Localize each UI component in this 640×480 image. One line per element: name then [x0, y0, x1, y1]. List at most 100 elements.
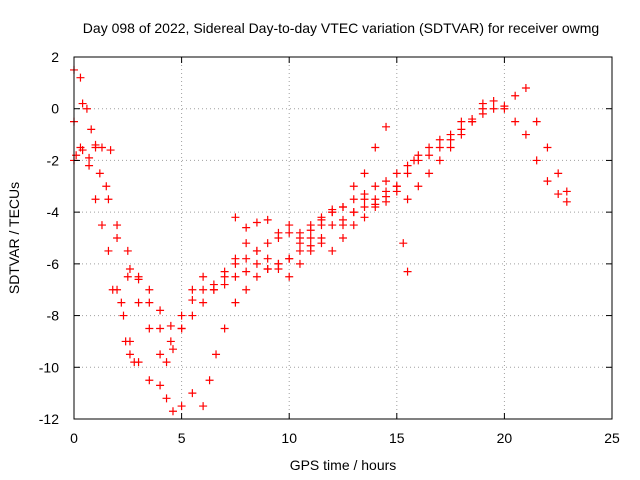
- data-point: [403, 169, 412, 178]
- data-point: [134, 275, 143, 284]
- data-point: [91, 140, 100, 149]
- data-point: [252, 259, 261, 268]
- data-point: [177, 324, 186, 333]
- data-point: [511, 117, 520, 126]
- data-point: [489, 96, 498, 105]
- data-point: [162, 358, 171, 367]
- data-point: [521, 130, 530, 139]
- x-tick-label: 5: [178, 430, 186, 446]
- data-point: [97, 143, 106, 152]
- x-tick-label: 0: [70, 430, 78, 446]
- data-point: [263, 265, 272, 274]
- data-point: [78, 146, 87, 155]
- data-point: [104, 246, 113, 255]
- data-point: [199, 402, 208, 411]
- data-point: [360, 213, 369, 222]
- data-point: [242, 223, 251, 232]
- data-point: [231, 272, 240, 281]
- data-point: [263, 215, 272, 224]
- data-point: [252, 272, 261, 281]
- data-point: [156, 324, 165, 333]
- data-point: [212, 350, 221, 359]
- data-point: [457, 130, 466, 139]
- data-point: [511, 91, 520, 100]
- data-point: [532, 117, 541, 126]
- data-point: [76, 73, 85, 82]
- data-point: [188, 285, 197, 294]
- data-point: [468, 115, 477, 124]
- x-tick-label: 10: [281, 430, 297, 446]
- data-point: [339, 221, 347, 230]
- data-point: [435, 156, 444, 165]
- data-point: [317, 221, 326, 230]
- data-point: [403, 161, 412, 170]
- series-track-5: [108, 187, 412, 330]
- data-point: [295, 259, 304, 268]
- data-point: [285, 228, 294, 237]
- data-point: [382, 197, 391, 206]
- series-track-4: [72, 99, 487, 367]
- data-point: [104, 195, 113, 204]
- data-point: [242, 267, 251, 276]
- data-point: [156, 350, 165, 359]
- data-point: [82, 104, 91, 113]
- data-point: [371, 143, 380, 152]
- data-point: [188, 311, 197, 320]
- x-tick-label: 20: [497, 430, 513, 446]
- data-point: [125, 350, 134, 359]
- data-point: [231, 254, 240, 263]
- data-point: [339, 202, 347, 211]
- data-point: [500, 104, 509, 113]
- data-point: [102, 182, 111, 191]
- data-point: [532, 156, 541, 165]
- data-point: [562, 197, 571, 206]
- data-point: [87, 125, 96, 134]
- data-point: [446, 143, 455, 152]
- data-point: [121, 337, 130, 346]
- data-point: [166, 337, 175, 346]
- data-point: [113, 234, 122, 242]
- data-point: [242, 254, 251, 263]
- data-point: [339, 234, 347, 242]
- data-point: [478, 99, 487, 108]
- data-point: [317, 239, 326, 248]
- data-point: [85, 153, 94, 162]
- y-tick-label: -8: [47, 308, 60, 324]
- grid: [74, 57, 612, 419]
- data-point: [156, 306, 165, 315]
- data-point: [349, 182, 358, 191]
- data-point: [78, 99, 87, 108]
- axis-ticks: [73, 56, 613, 420]
- data-point: [91, 195, 100, 204]
- data-point: [177, 402, 186, 411]
- data-point: [414, 182, 423, 191]
- data-point: [199, 298, 208, 307]
- y-tick-label: 0: [51, 101, 59, 117]
- data-point: [543, 143, 552, 152]
- data-point: [371, 182, 380, 191]
- data-point: [360, 202, 369, 211]
- data-point: [295, 246, 304, 255]
- data-point: [328, 246, 337, 255]
- data-point: [392, 187, 401, 196]
- x-tick-label: 25: [604, 430, 620, 446]
- data-point: [382, 122, 391, 131]
- y-tick-label: -10: [39, 359, 59, 375]
- y-tick-labels: -12 -10 -8 -6 -4 -2 0 2: [39, 49, 59, 427]
- data-point: [435, 135, 444, 144]
- data-point: [371, 202, 380, 211]
- data-point: [306, 246, 315, 255]
- data-point: [231, 213, 240, 222]
- data-point: [252, 246, 261, 255]
- data-point: [145, 285, 154, 294]
- data-point: [252, 218, 261, 227]
- plot-frame: [73, 56, 613, 420]
- data-point: [177, 311, 186, 320]
- data-point: [274, 228, 283, 237]
- y-tick-label: -6: [47, 256, 60, 272]
- data-point: [106, 146, 115, 155]
- data-point: [425, 143, 434, 152]
- data-point: [231, 298, 240, 307]
- data-point: [562, 187, 571, 196]
- data-point: [168, 407, 177, 416]
